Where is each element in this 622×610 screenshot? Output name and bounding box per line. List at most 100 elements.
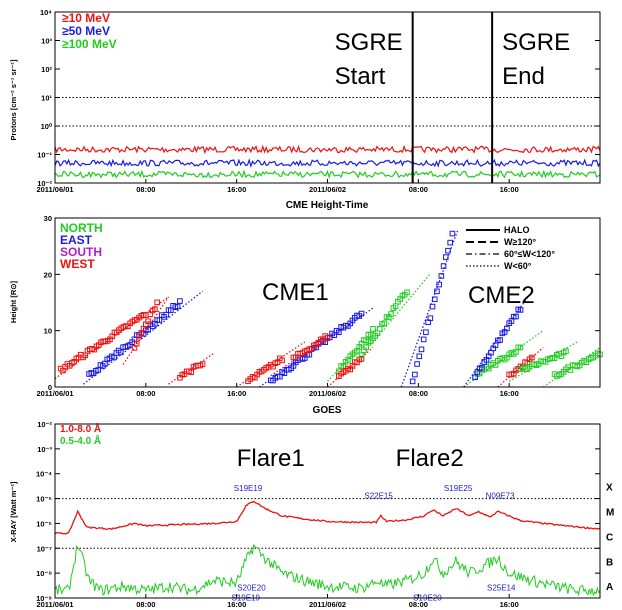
cme-point bbox=[416, 353, 423, 360]
sgre-marker-label: End bbox=[502, 63, 545, 90]
cme-point bbox=[358, 310, 365, 317]
cme-fit-line bbox=[349, 273, 431, 371]
goes-region-label: S25E14 bbox=[487, 584, 516, 593]
goes-y-tick-label: 10⁻⁷ bbox=[37, 544, 52, 553]
goes-flare-class-label: M bbox=[606, 508, 614, 519]
protons-reference-lines bbox=[55, 97, 600, 127]
sgre-marker-label: Start bbox=[335, 63, 386, 90]
sgre-marker-label: SGRE bbox=[502, 29, 570, 56]
protons-x-tick-label: 08:00 bbox=[136, 185, 155, 194]
goes-title: GOES bbox=[313, 405, 342, 416]
protons-x-tick-label: 08:00 bbox=[409, 185, 428, 194]
goes-x-tick-label: 08:00 bbox=[136, 600, 155, 609]
cme-point bbox=[154, 299, 160, 306]
goes-series-line bbox=[54, 543, 601, 597]
cme-point bbox=[563, 348, 569, 354]
flare-label: Flare1 bbox=[237, 445, 305, 472]
cme-panel: CME Height-Time Height [R⊙] 0 10 20 30 2011… bbox=[9, 200, 603, 398]
cme-x-tick-label: 08:00 bbox=[409, 389, 428, 398]
cme-point bbox=[517, 307, 524, 313]
cme-point bbox=[279, 357, 285, 364]
cme-fit-line bbox=[497, 347, 544, 388]
cme-point bbox=[445, 247, 451, 254]
protons-y-ticks: 10⁻² 10⁻¹ 10⁰ 10¹ 10² 10³ 10⁴ bbox=[37, 8, 600, 188]
cme-y-label: Height [R⊙] bbox=[9, 280, 18, 323]
cme-fit-line bbox=[122, 296, 170, 365]
cme-point bbox=[414, 361, 420, 367]
protons-legend-50mev: ≥50 MeV bbox=[62, 24, 110, 38]
legend-north: NORTH bbox=[60, 221, 103, 235]
cme-point bbox=[472, 374, 478, 381]
cme-fit-line bbox=[327, 347, 374, 388]
goes-legend-short: 0.5-4.0 Å bbox=[60, 434, 101, 447]
legend-w60: W<60° bbox=[504, 261, 532, 271]
protons-series-line bbox=[54, 144, 601, 155]
goes-flare-class-label: A bbox=[606, 582, 613, 593]
protons-y-tick-label: 10⁴ bbox=[40, 8, 52, 17]
cme-point bbox=[404, 289, 410, 296]
cme-point bbox=[370, 326, 376, 332]
cme-fit-line bbox=[54, 296, 169, 380]
sgre-markers: SGRE Start SGRE End bbox=[335, 12, 570, 183]
cme-x-tick-label: 2011/06/01 bbox=[36, 389, 73, 398]
cme-x-ticks: 2011/06/01 08:00 16:00 2011/06/02 08:00 16:00 bbox=[36, 383, 519, 398]
legend-south: SOUTH bbox=[60, 245, 102, 259]
goes-y-tick-label: 10⁻⁸ bbox=[36, 569, 52, 578]
cme-point bbox=[447, 239, 453, 246]
protons-legend-10mev: ≥10 MeV bbox=[62, 11, 110, 25]
protons-x-tick-label: 2011/06/01 bbox=[36, 185, 73, 194]
cme-point bbox=[434, 288, 440, 295]
goes-y-tick-label: 10⁻⁶ bbox=[36, 519, 52, 528]
goes-y-tick-label: 10⁻⁴ bbox=[36, 470, 52, 479]
cme-point bbox=[504, 325, 510, 332]
cme-point bbox=[409, 378, 416, 385]
cme-y-tick-label: 10 bbox=[44, 327, 52, 336]
goes-x-tick-label: 2011/06/02 bbox=[309, 600, 346, 609]
cme-point bbox=[513, 313, 519, 320]
sgre-marker-label: SGRE bbox=[335, 29, 403, 56]
legend-w60-120: 60°≤W<120° bbox=[504, 249, 555, 259]
goes-series-line bbox=[54, 500, 601, 535]
legend-w120: W≥120° bbox=[504, 237, 536, 247]
protons-panel: Protons [cm⁻² s⁻¹ sr⁻¹] 10⁻²10⁻¹10⁰10¹10… bbox=[9, 8, 601, 194]
protons-plot-frame bbox=[54, 11, 601, 184]
goes-x-ticks: 2011/06/01 08:00 16:00 2011/06/02 08:00 16:00 bbox=[36, 594, 519, 609]
cme-y-tick-label: 20 bbox=[44, 270, 52, 279]
cme-point bbox=[174, 303, 181, 310]
protons-y-tick-label: 10⁻² bbox=[37, 179, 52, 188]
goes-legend-long: 1.0-8.0 Å bbox=[60, 422, 101, 435]
cme-point bbox=[440, 263, 447, 269]
cme-point bbox=[423, 329, 429, 336]
cme-point bbox=[199, 361, 206, 367]
cme-point bbox=[529, 354, 535, 361]
cme-point bbox=[418, 346, 425, 353]
cme-point bbox=[388, 311, 394, 317]
cme-point bbox=[431, 296, 438, 303]
protons-y-tick-label: 10² bbox=[41, 65, 52, 74]
cme-point bbox=[145, 318, 151, 325]
cme-x-tick-label: 16:00 bbox=[227, 389, 246, 398]
cme-point bbox=[358, 356, 365, 362]
protons-series-line bbox=[54, 169, 601, 180]
cme-point bbox=[517, 344, 524, 351]
goes-region-label: N09E73 bbox=[486, 492, 515, 501]
cme-point bbox=[118, 349, 124, 356]
cme-point bbox=[133, 340, 140, 347]
protons-series-line bbox=[54, 158, 601, 168]
protons-x-ticks: 2011/06/01 08:00 16:00 2011/06/02 08:00 16:00 bbox=[36, 179, 519, 194]
goes-flare-class-label: C bbox=[606, 532, 613, 543]
cme-x-tick-label: 08:00 bbox=[136, 389, 155, 398]
cme-title: CME Height-Time bbox=[286, 200, 369, 211]
cme-x-tick-label: 2011/06/02 bbox=[309, 389, 346, 398]
cme2-label: CME2 bbox=[468, 282, 535, 309]
protons-series bbox=[54, 144, 601, 180]
protons-y-tick-label: 10³ bbox=[41, 37, 52, 46]
goes-region-label: S19E19 bbox=[234, 484, 263, 493]
cme-point bbox=[429, 303, 436, 310]
cme-point bbox=[324, 335, 331, 341]
cme-point bbox=[449, 230, 456, 237]
cme-fit-line bbox=[168, 352, 215, 385]
cme-point bbox=[420, 336, 427, 343]
